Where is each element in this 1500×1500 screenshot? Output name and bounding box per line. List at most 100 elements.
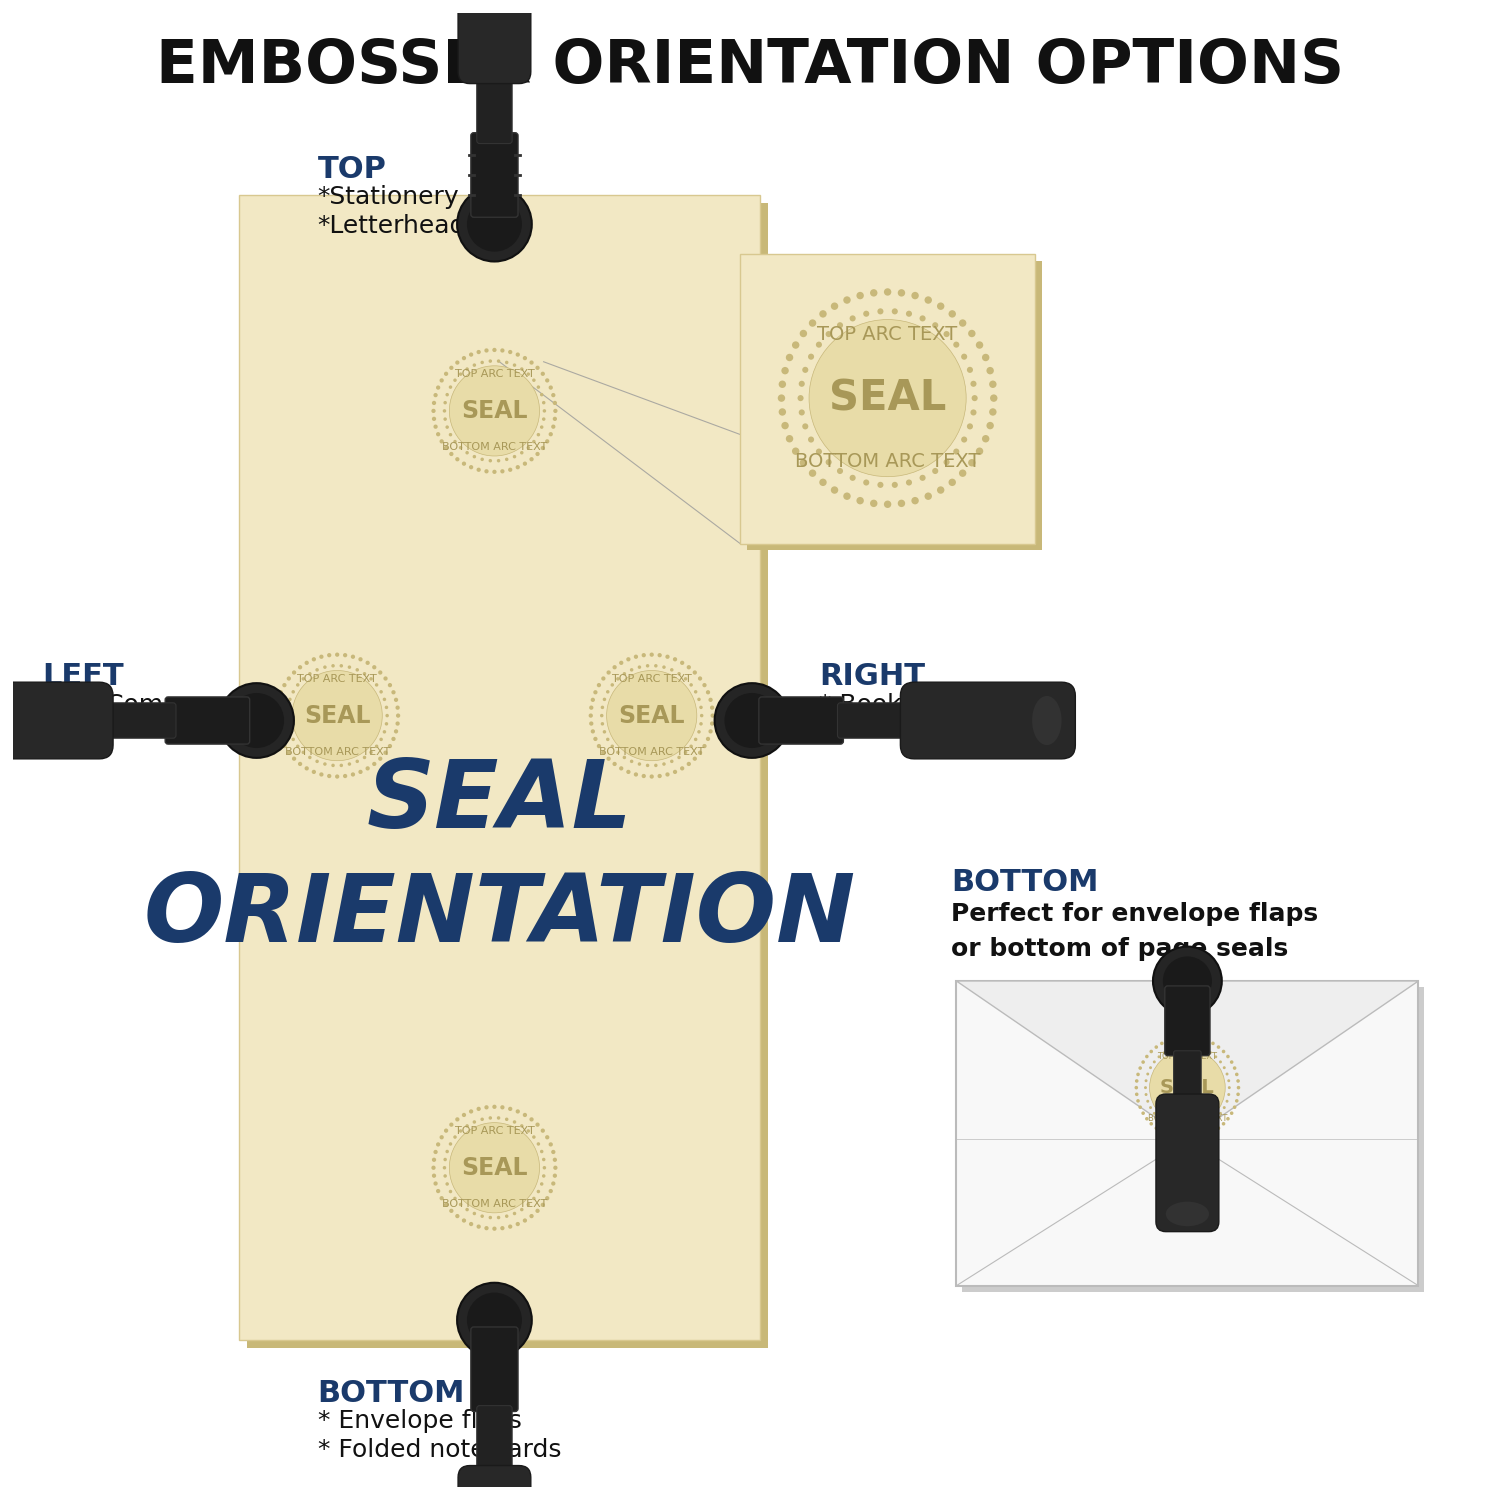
Circle shape [1198,1036,1203,1040]
Circle shape [778,408,786,416]
FancyBboxPatch shape [1173,1052,1202,1108]
Circle shape [332,664,334,668]
Circle shape [1236,1086,1240,1089]
Circle shape [1210,1041,1215,1046]
FancyBboxPatch shape [837,704,922,738]
Circle shape [698,730,700,734]
Circle shape [462,356,466,360]
Circle shape [1220,1112,1222,1114]
Circle shape [458,188,532,261]
Circle shape [693,756,698,760]
Circle shape [465,1124,470,1128]
Circle shape [638,762,640,766]
Circle shape [442,1166,446,1170]
Circle shape [492,1227,496,1232]
Circle shape [388,744,392,748]
Circle shape [526,372,530,376]
Circle shape [549,432,554,436]
Circle shape [537,386,540,388]
Circle shape [506,360,509,364]
Circle shape [912,496,920,504]
Circle shape [465,1208,470,1212]
Circle shape [884,288,891,296]
Circle shape [646,764,650,766]
Text: * Envelope flaps: * Envelope flaps [318,1408,522,1432]
Circle shape [1234,1072,1239,1076]
FancyBboxPatch shape [165,698,249,744]
Circle shape [1209,1122,1212,1124]
Circle shape [1226,1100,1228,1102]
Circle shape [825,332,831,338]
Circle shape [1168,1048,1172,1050]
Circle shape [600,714,603,717]
Circle shape [459,1130,462,1132]
Circle shape [786,354,794,362]
Circle shape [1222,1050,1226,1053]
Circle shape [520,1124,524,1128]
Circle shape [782,368,789,375]
Circle shape [702,682,706,687]
Circle shape [444,1174,447,1178]
Circle shape [1162,957,1212,1005]
Circle shape [274,705,279,710]
Circle shape [1136,1078,1138,1083]
Text: * Folded note cards: * Folded note cards [318,1438,561,1462]
Circle shape [878,482,884,488]
FancyBboxPatch shape [963,987,1425,1292]
Circle shape [958,470,966,477]
Circle shape [489,1116,492,1119]
Circle shape [670,759,674,764]
Circle shape [286,705,290,710]
Circle shape [513,363,516,368]
Circle shape [1185,1137,1190,1140]
Circle shape [627,770,630,774]
Circle shape [509,468,513,472]
Circle shape [396,722,399,726]
Circle shape [302,750,304,754]
Circle shape [862,480,870,486]
Text: TOP: TOP [318,156,387,184]
Circle shape [520,368,524,370]
Circle shape [968,330,975,338]
Circle shape [620,766,624,771]
Circle shape [1185,1035,1190,1038]
Circle shape [454,458,459,462]
Circle shape [544,378,549,382]
Circle shape [524,1113,526,1118]
Circle shape [597,744,602,748]
Circle shape [1220,1060,1222,1064]
Circle shape [831,303,839,310]
Circle shape [382,730,386,734]
Circle shape [298,762,302,766]
Text: SEAL: SEAL [366,756,633,847]
Circle shape [680,766,684,771]
Circle shape [552,1158,556,1162]
FancyBboxPatch shape [0,682,112,759]
Circle shape [462,1218,466,1222]
Circle shape [433,424,438,429]
Circle shape [540,446,544,450]
Circle shape [1209,1052,1212,1054]
Circle shape [540,1182,543,1185]
Circle shape [878,309,884,315]
Circle shape [320,654,324,658]
FancyBboxPatch shape [900,682,1076,759]
Text: ORIENTATION: ORIENTATION [142,870,855,962]
Circle shape [1144,1118,1149,1120]
Circle shape [394,729,398,734]
Circle shape [1190,1128,1192,1131]
Circle shape [322,666,327,669]
Circle shape [513,454,516,459]
Circle shape [530,1118,534,1122]
Circle shape [843,492,850,500]
Circle shape [831,486,839,494]
FancyBboxPatch shape [477,64,512,144]
Circle shape [526,446,530,450]
Circle shape [480,458,484,460]
Circle shape [448,366,453,370]
Circle shape [315,668,320,672]
Text: BOTTOM ARC TEXT: BOTTOM ARC TEXT [442,1200,548,1209]
Circle shape [912,292,920,300]
Circle shape [622,672,626,675]
Text: *Not Common: *Not Common [42,693,219,717]
